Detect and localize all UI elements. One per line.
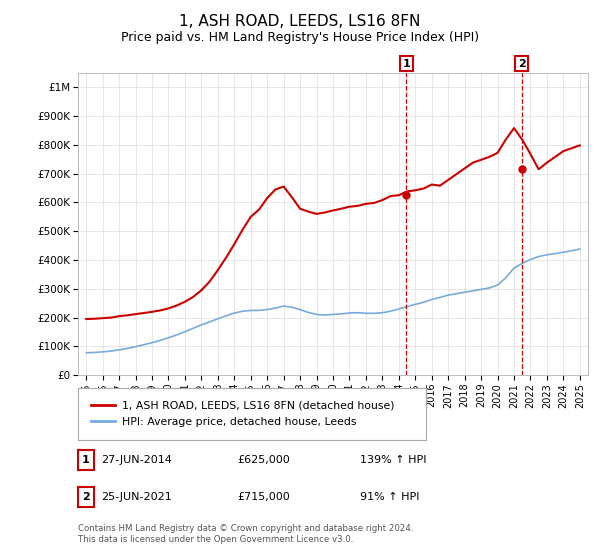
- Text: 139% ↑ HPI: 139% ↑ HPI: [360, 455, 427, 465]
- Text: Price paid vs. HM Land Registry's House Price Index (HPI): Price paid vs. HM Land Registry's House …: [121, 31, 479, 44]
- Legend: 1, ASH ROAD, LEEDS, LS16 8FN (detached house), HPI: Average price, detached hous: 1, ASH ROAD, LEEDS, LS16 8FN (detached h…: [87, 396, 398, 431]
- Text: This data is licensed under the Open Government Licence v3.0.: This data is licensed under the Open Gov…: [78, 535, 353, 544]
- Text: Contains HM Land Registry data © Crown copyright and database right 2024.: Contains HM Land Registry data © Crown c…: [78, 524, 413, 533]
- Text: 1, ASH ROAD, LEEDS, LS16 8FN: 1, ASH ROAD, LEEDS, LS16 8FN: [179, 14, 421, 29]
- Text: 2: 2: [518, 59, 526, 69]
- Text: 91% ↑ HPI: 91% ↑ HPI: [360, 492, 419, 502]
- Text: £625,000: £625,000: [237, 455, 290, 465]
- Text: £715,000: £715,000: [237, 492, 290, 502]
- Text: 2: 2: [82, 492, 89, 502]
- Text: 27-JUN-2014: 27-JUN-2014: [101, 455, 172, 465]
- Text: 25-JUN-2021: 25-JUN-2021: [101, 492, 172, 502]
- Text: 1: 1: [82, 455, 89, 465]
- Text: 1: 1: [403, 59, 410, 69]
